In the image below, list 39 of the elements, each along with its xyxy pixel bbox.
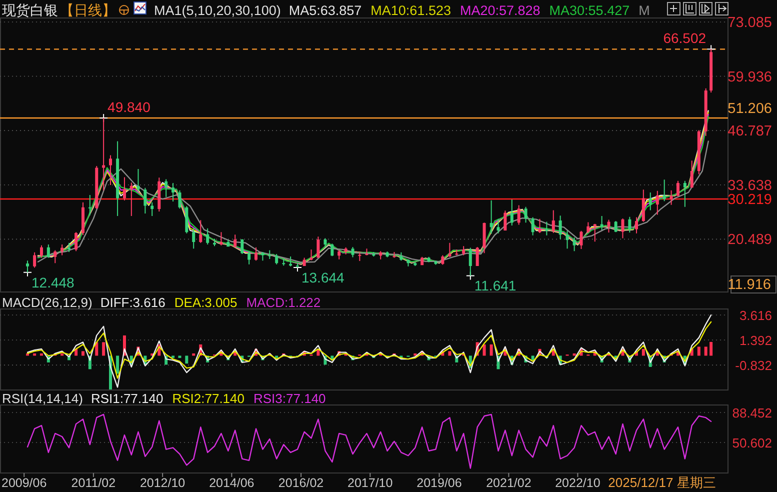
annotation: 49.840 (108, 98, 150, 115)
header: MACD(26,12,9) DIFF:3.616 DEA:3.005 MACD:1.222 (2, 295, 321, 310)
x-tick-label: 2022/10 (555, 476, 600, 490)
annotation: 11.916 (728, 276, 776, 294)
legend-title: MA1(5,10,20,30,100) (154, 3, 281, 18)
y-tick-label: 46.787 (728, 124, 772, 140)
chart-subtitle: 【日线】 (60, 2, 116, 18)
y-tick-label: 50.602 (732, 435, 772, 450)
y-tick-label: 33.638 (728, 178, 772, 194)
annotation: 13.644 (302, 269, 344, 286)
x-tick-label: 2009/06 (2, 476, 47, 490)
y-tick-label: 3.616 (739, 308, 772, 324)
annotation: 12.448 (32, 274, 74, 290)
text: RSI3:77.140 (254, 391, 326, 406)
y-tick-label: 88.452 (732, 405, 772, 420)
annotation: 66.502 (663, 30, 706, 46)
text: RSI2:77.140 (172, 391, 244, 406)
annotation: 11.641 (474, 278, 516, 294)
x-tick-label: 2014/06 (209, 476, 254, 490)
x-tick-label: 2016/02 (278, 476, 324, 490)
x-tick-label: 2011/02 (71, 476, 116, 490)
text: RSI1:77.140 (90, 391, 164, 406)
y-tick-label: 73.085 (728, 14, 772, 31)
x-tick-label: 2017/10 (348, 476, 393, 490)
x-tick-label: 2019/06 (416, 476, 462, 490)
y-tick-label: 1.392 (739, 333, 772, 348)
ref-line: 30.219 (0, 192, 772, 208)
ref-line-label: 30.219 (728, 192, 772, 208)
annotation: 11.916 (728, 277, 771, 293)
y-tick-label: -0.832 (735, 358, 772, 374)
text: RSI(14,14,14) (2, 391, 83, 406)
header: 现货白银【日线】 MA1(5,10,20,30,100) MA5:63.857 MA10:61.523 MA20:57.828 MA30:55.427 M (2, 2, 728, 18)
x-tick-label: 2012/10 (140, 476, 186, 490)
annotation: 51.206 (728, 101, 772, 117)
chart-title: 现货白银 (2, 2, 58, 18)
y-tick-label: 59.936 (728, 69, 772, 86)
y-tick-label: 20.489 (728, 232, 772, 248)
x-tick-label: 2021/02 (486, 476, 532, 490)
annotation: 2025/12/17 星期三 (608, 475, 716, 490)
